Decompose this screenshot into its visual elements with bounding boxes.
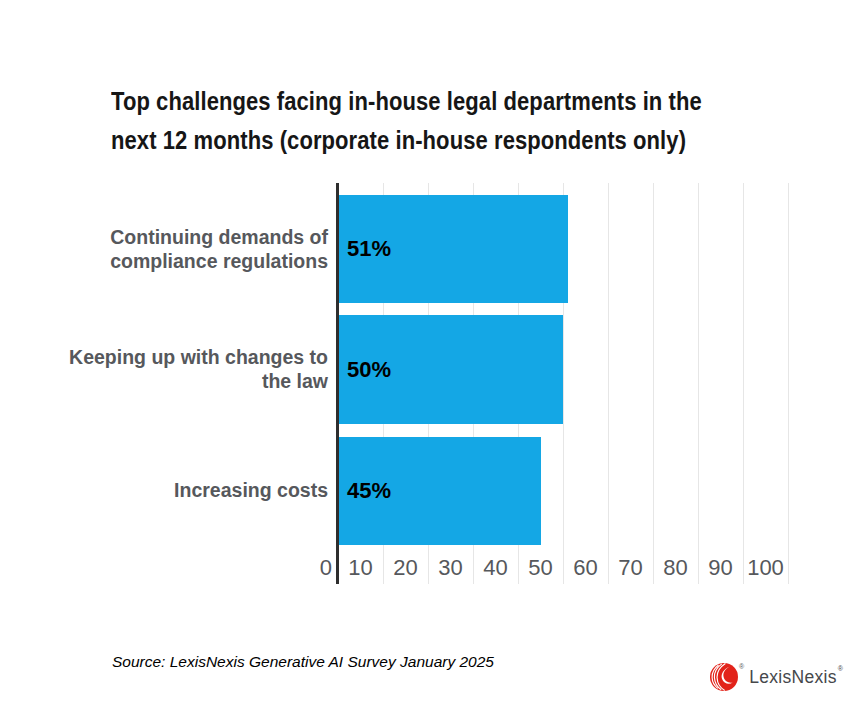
x-axis-tick-label: 80 — [653, 555, 698, 581]
x-axis-tick-label: 20 — [383, 555, 428, 581]
x-axis-tick-label: 40 — [473, 555, 518, 581]
plot-area: 51% 50% 45% 0102030405060708090100 — [338, 183, 790, 589]
lexisnexis-flame-icon — [710, 663, 738, 691]
gridline — [653, 183, 654, 584]
bar-value-label: 50% — [347, 357, 391, 383]
category-label-compliance: Continuing demands of compliance regulat… — [38, 226, 328, 273]
chart-page: Top challenges facing in-house legal dep… — [0, 0, 867, 720]
category-label-increasing-costs: Increasing costs — [38, 479, 328, 503]
source-note: Source: LexisNexis Generative AI Survey … — [112, 653, 494, 671]
bar-changes-to-law: 50% — [338, 315, 563, 424]
category-label-changes-law: Keeping up with changes to the law — [38, 346, 328, 393]
gridline — [788, 183, 789, 584]
bar-value-label: 45% — [347, 478, 391, 504]
bar-compliance-regulations: 51% — [338, 195, 568, 303]
category-label-line: Keeping up with changes to — [38, 346, 328, 370]
chart-title-line1: Top challenges facing in-house legal dep… — [111, 82, 702, 121]
chart-title: Top challenges facing in-house legal dep… — [111, 82, 702, 160]
category-label-line: Continuing demands of — [38, 226, 328, 250]
gridline — [698, 183, 699, 584]
y-axis-line — [336, 183, 339, 584]
bar-value-label: 51% — [347, 236, 391, 262]
x-axis-tick-label: 90 — [698, 555, 743, 581]
gridline — [608, 183, 609, 584]
x-axis-tick-label: 60 — [563, 555, 608, 581]
lexisnexis-wordmark: LexisNexis — [749, 667, 837, 688]
x-axis-tick-label: 100 — [743, 555, 788, 581]
x-axis-tick-label: 30 — [428, 555, 473, 581]
lexisnexis-logo: ® LexisNexis ® — [710, 662, 843, 692]
category-label-line: compliance regulations — [38, 250, 328, 274]
x-axis-tick-label: 70 — [608, 555, 653, 581]
gridline — [743, 183, 744, 584]
category-label-line: Increasing costs — [38, 479, 328, 503]
x-axis-tick-label: 0 — [310, 555, 332, 581]
chart-title-line2: next 12 months (corporate in-house respo… — [111, 121, 702, 160]
registered-mark-icon: ® — [739, 663, 744, 670]
category-label-line: the law — [38, 370, 328, 394]
x-axis-tick-label: 10 — [338, 555, 383, 581]
bar-increasing-costs: 45% — [338, 437, 541, 545]
x-axis-tick-label: 50 — [518, 555, 563, 581]
registered-mark-wordmark: ® — [838, 665, 843, 672]
